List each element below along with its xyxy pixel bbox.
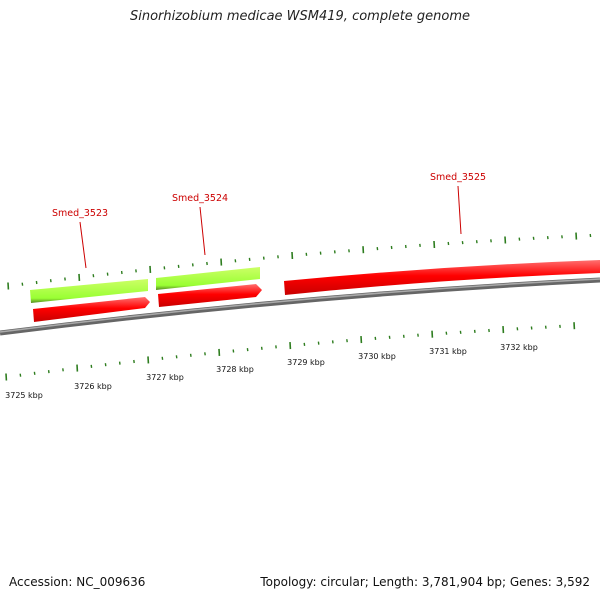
accession-text: Accession: NC_009636 xyxy=(9,575,146,589)
gene-feature-smed-3524[interactable] xyxy=(156,267,260,290)
gene-label-pointer xyxy=(457,185,462,235)
gene-label-smed-3523[interactable]: Smed_3523 xyxy=(52,208,108,219)
gene-label-pointer xyxy=(79,221,87,269)
genome-backbone-highlight xyxy=(0,278,600,333)
upper-tick-track xyxy=(7,232,592,290)
scale-label-3729: 3729 kbp xyxy=(287,358,325,367)
gene-feature-smed-3523[interactable] xyxy=(30,279,148,303)
gene-label-pointer xyxy=(199,206,206,256)
scale-label-3726: 3726 kbp xyxy=(74,382,112,391)
cds-feature-smed-3524[interactable] xyxy=(158,284,262,307)
gene-label-smed-3525[interactable]: Smed_3525 xyxy=(430,172,486,183)
genome-title: Sinorhizobium medicae WSM419, complete g… xyxy=(129,9,471,24)
genome-summary-text: Topology: circular; Length: 3,781,904 bp… xyxy=(260,575,590,589)
scale-label-3732: 3732 kbp xyxy=(500,343,538,352)
scale-label-3727: 3727 kbp xyxy=(146,373,184,382)
scale-label-3728: 3728 kbp xyxy=(216,365,254,374)
lower-tick-track xyxy=(5,322,576,381)
scale-label-3731: 3731 kbp xyxy=(429,347,467,356)
cds-feature-smed-3523[interactable] xyxy=(33,297,150,322)
scale-label-3725: 3725 kbp xyxy=(5,391,43,400)
scale-label-3730: 3730 kbp xyxy=(358,352,396,361)
gene-label-smed-3524[interactable]: Smed_3524 xyxy=(172,193,228,204)
genome-backbone xyxy=(0,277,600,336)
cds-feature-smed-3525[interactable] xyxy=(284,260,600,295)
